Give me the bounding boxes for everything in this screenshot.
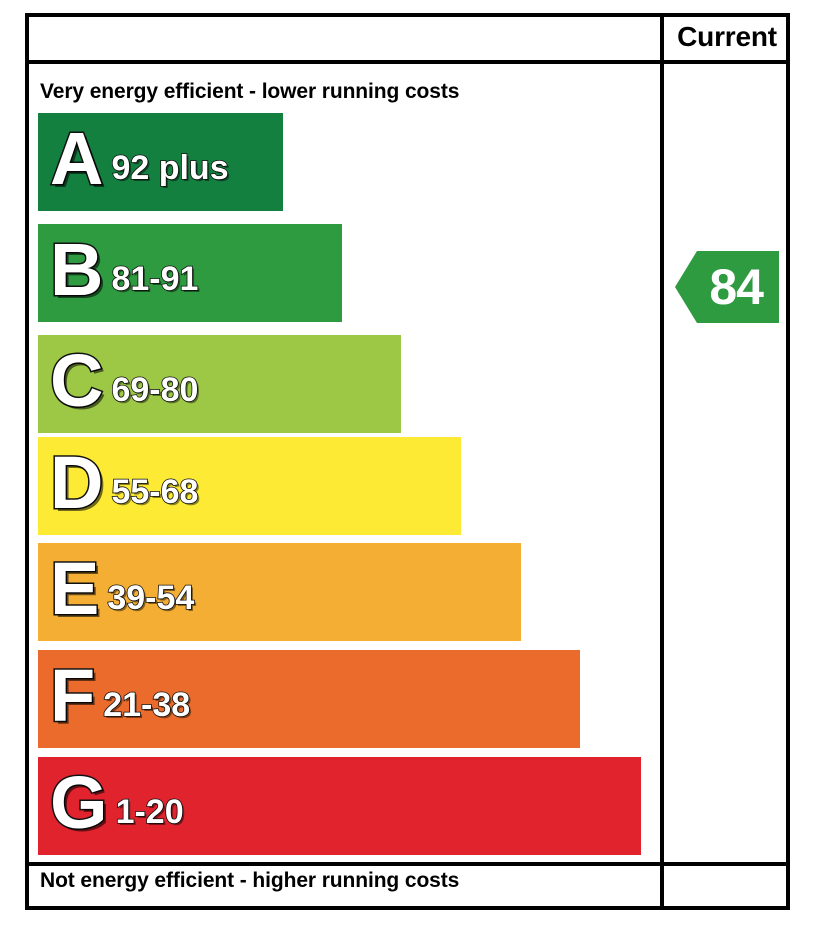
band-range-c: 69-80 [111,370,200,410]
caption-very-energy-efficient: Very energy efficient - lower running co… [40,80,460,103]
band-range-f: 21-38 [102,685,191,725]
band-bar-f: F 21-38 [38,650,580,748]
band-letter-d: D [48,441,104,524]
header-divider-rule [25,60,790,64]
band-bar-e: E 39-54 [38,543,521,641]
band-range-a: 92 plus [111,148,230,188]
band-bar-c: C 69-80 [38,335,401,433]
band-letter-g: G [49,761,110,844]
footer-divider-rule [25,862,790,866]
current-column-divider-rule [660,13,664,910]
band-range-b: 81-91 [111,259,200,299]
band-bar-b: B 81-91 [38,224,342,322]
caption-not-energy-efficient: Not energy efficient - higher running co… [40,869,460,892]
current-rating-value: 84 [709,259,764,315]
current-column-header: Current [677,20,777,52]
band-bar-d: D 55-68 [38,437,461,535]
band-range-g: 1-20 [115,792,185,832]
current-rating-arrow: 84 [675,251,779,323]
band-letter-c: C [48,339,104,422]
band-range-e: 39-54 [107,578,196,618]
band-letter-a: A [48,117,104,200]
band-bar-a: A 92 plus [38,113,283,211]
band-letter-f: F [48,654,96,737]
band-range-d: 55-68 [111,472,200,512]
band-bar-g: G 1-20 [38,757,641,855]
band-letter-e: E [48,547,100,630]
band-letter-b: B [48,228,104,311]
